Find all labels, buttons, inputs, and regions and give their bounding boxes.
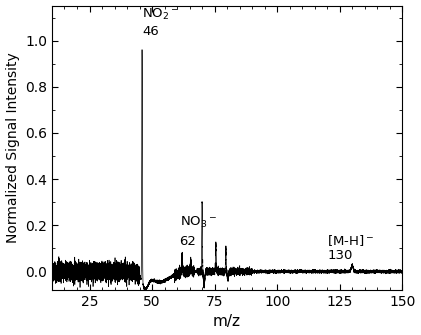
- X-axis label: m/z: m/z: [213, 315, 241, 329]
- Text: 62: 62: [180, 236, 197, 249]
- Text: NO$_2$$^-$: NO$_2$$^-$: [142, 7, 179, 22]
- Text: [M-H]$^-$: [M-H]$^-$: [327, 233, 374, 249]
- Text: 130: 130: [327, 249, 352, 262]
- Text: 46: 46: [142, 25, 159, 38]
- Text: NO$_3$$^-$: NO$_3$$^-$: [180, 215, 217, 230]
- Y-axis label: Normalized Signal Intensity: Normalized Signal Intensity: [5, 53, 19, 243]
